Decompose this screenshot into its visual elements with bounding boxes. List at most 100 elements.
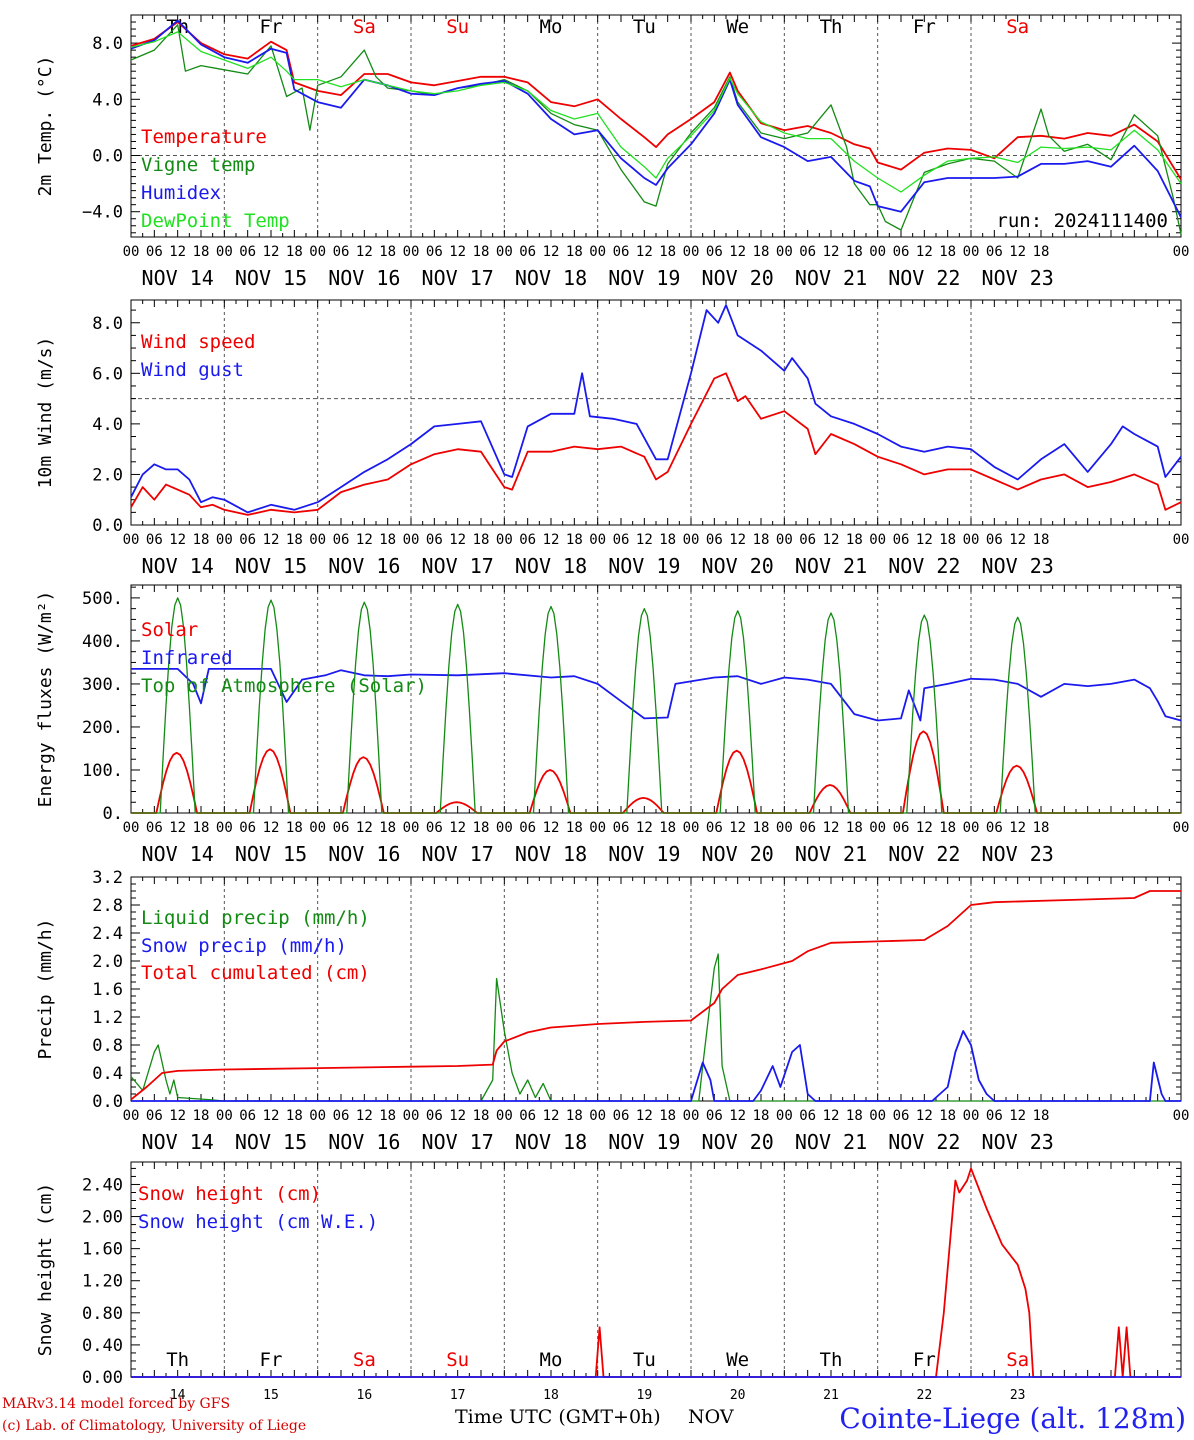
x-hour-label: 00 <box>123 532 140 548</box>
x-hour-label: 00 <box>589 820 606 836</box>
x-hour-label: 00 <box>123 244 140 260</box>
y-tick-label: 3.2 <box>92 868 123 888</box>
y-tick-label: 0.4 <box>92 1064 123 1084</box>
x-hour-label: 06 <box>519 244 536 260</box>
day-number-label: 17 <box>450 1388 466 1403</box>
day-number-label: 23 <box>1010 1388 1026 1403</box>
x-date-label: NOV 22 <box>888 266 960 290</box>
x-hour-label: 00 <box>776 1108 793 1124</box>
x-hour-label: 18 <box>379 532 396 548</box>
x-hour-label: 06 <box>333 244 350 260</box>
chart-panel-5: 2.40 2.00 1.60 1.20 0.80 0.40 0.00 Snow height … <box>35 1161 1182 1388</box>
x-hour-label: 00 <box>683 1108 700 1124</box>
x-date-label: NOV 14 <box>142 554 214 578</box>
y-tick-label: 400. <box>82 632 123 652</box>
legend-entry: Vigne temp <box>141 154 255 176</box>
x-hour-label: 18 <box>939 532 956 548</box>
chart-panel-4: 3.2 2.8 2.4 2.0 1.6 1.2 0.8 0.4 0.0 Precip (mm/h)… <box>35 868 1189 1154</box>
weekday-label: Fr <box>260 16 283 38</box>
x-hour-label: 18 <box>566 244 583 260</box>
x-hour-label: 12 <box>1009 1108 1026 1124</box>
x-hour-label: 12 <box>636 1108 653 1124</box>
x-date-label: NOV 21 <box>795 554 867 578</box>
x-hour-label: 12 <box>449 532 466 548</box>
x-hour-label: 18 <box>286 244 303 260</box>
x-hour-label: 18 <box>286 1108 303 1124</box>
x-hour-label: 18 <box>846 532 863 548</box>
day-number-label: 21 <box>823 1388 839 1403</box>
y-tick-label: 0.80 <box>82 1304 123 1324</box>
day-number-label: 14 <box>170 1388 186 1403</box>
weekday-label: Fr <box>260 1349 283 1371</box>
x-hour-label: 12 <box>823 244 840 260</box>
x-hour-label: 12 <box>356 532 373 548</box>
x-hour-label: 00 <box>589 244 606 260</box>
legend-entry: Solar <box>141 619 198 641</box>
x-date-label: NOV 21 <box>795 1130 867 1154</box>
series-line <box>130 24 1182 235</box>
series-line <box>130 19 1182 218</box>
weekday-label: Th <box>820 1349 843 1371</box>
x-hour-label: 00 <box>309 532 326 548</box>
weekday-label: Th <box>166 1349 189 1371</box>
x-hour-label: 12 <box>263 244 280 260</box>
y-tick-label: 2.0 <box>92 952 123 972</box>
x-hour-label: 06 <box>239 1108 256 1124</box>
chart-panel-3: 500. 400. 300. 200. 100. 0. Energy fluxes (W/m… <box>35 584 1189 866</box>
x-hour-label: 00 <box>589 1108 606 1124</box>
x-hour-label: 12 <box>636 244 653 260</box>
x-hour-label: 18 <box>1033 532 1050 548</box>
x-hour-label: 00 <box>403 244 420 260</box>
x-date-label: NOV 22 <box>888 554 960 578</box>
x-hour-label: 00 <box>1173 532 1190 548</box>
x-hour-label: 06 <box>426 1108 443 1124</box>
x-hour-label: 12 <box>916 1108 933 1124</box>
y-tick-label: 2.40 <box>82 1175 123 1195</box>
x-hour-label: 18 <box>193 532 210 548</box>
y-tick-label: 1.2 <box>92 1008 123 1028</box>
x-date-label: NOV 20 <box>702 266 774 290</box>
x-hour-label: 00 <box>403 1108 420 1124</box>
x-hour-label: 06 <box>706 532 723 548</box>
x-hour-label: 06 <box>706 820 723 836</box>
x-hour-label: 18 <box>566 532 583 548</box>
x-hour-label: 18 <box>1033 1108 1050 1124</box>
y-tick-label: 100. <box>82 761 123 781</box>
x-hour-label: 06 <box>799 1108 816 1124</box>
x-hour-label: 06 <box>519 1108 536 1124</box>
x-hour-label: 12 <box>1009 532 1026 548</box>
x-hour-label: 18 <box>939 820 956 836</box>
x-hour-label: 00 <box>963 244 980 260</box>
x-date-label: NOV 23 <box>982 842 1054 866</box>
x-hour-label: 18 <box>193 820 210 836</box>
x-hour-label: 06 <box>613 532 630 548</box>
x-date-label: NOV 17 <box>422 554 494 578</box>
x-hour-label: 18 <box>193 244 210 260</box>
x-hour-label: 12 <box>543 1108 560 1124</box>
x-hour-label: 12 <box>263 820 280 836</box>
weekday-label: Fr <box>913 16 936 38</box>
x-date-label: NOV 19 <box>608 554 680 578</box>
x-date-label: NOV 23 <box>982 554 1054 578</box>
weekday-label: We <box>726 1349 749 1371</box>
x-hour-label: 12 <box>823 532 840 548</box>
x-hour-label: 12 <box>449 820 466 836</box>
x-hour-label: 00 <box>963 1108 980 1124</box>
x-date-label: NOV 19 <box>608 842 680 866</box>
y-tick-label: −4.0 <box>82 203 123 223</box>
x-date-label: NOV 16 <box>328 1130 400 1154</box>
x-hour-label: 00 <box>123 1108 140 1124</box>
y-tick-label: 6.0 <box>92 364 123 384</box>
x-hour-label: 12 <box>729 820 746 836</box>
run-annotation: run: 2024111400 <box>996 210 1168 232</box>
day-number-label: 18 <box>543 1388 559 1403</box>
legend-entry: Total cumulated (cm) <box>141 962 370 984</box>
x-hour-label: 12 <box>636 532 653 548</box>
legend-entry: Humidex <box>141 182 221 204</box>
legend-entry: Snow height (cm W.E.) <box>138 1211 378 1233</box>
x-hour-label: 06 <box>239 244 256 260</box>
x-hour-label: 12 <box>916 532 933 548</box>
y-tick-label: 0.0 <box>92 516 123 536</box>
x-hour-label: 18 <box>753 532 770 548</box>
weekday-label: Sa <box>1006 16 1029 38</box>
